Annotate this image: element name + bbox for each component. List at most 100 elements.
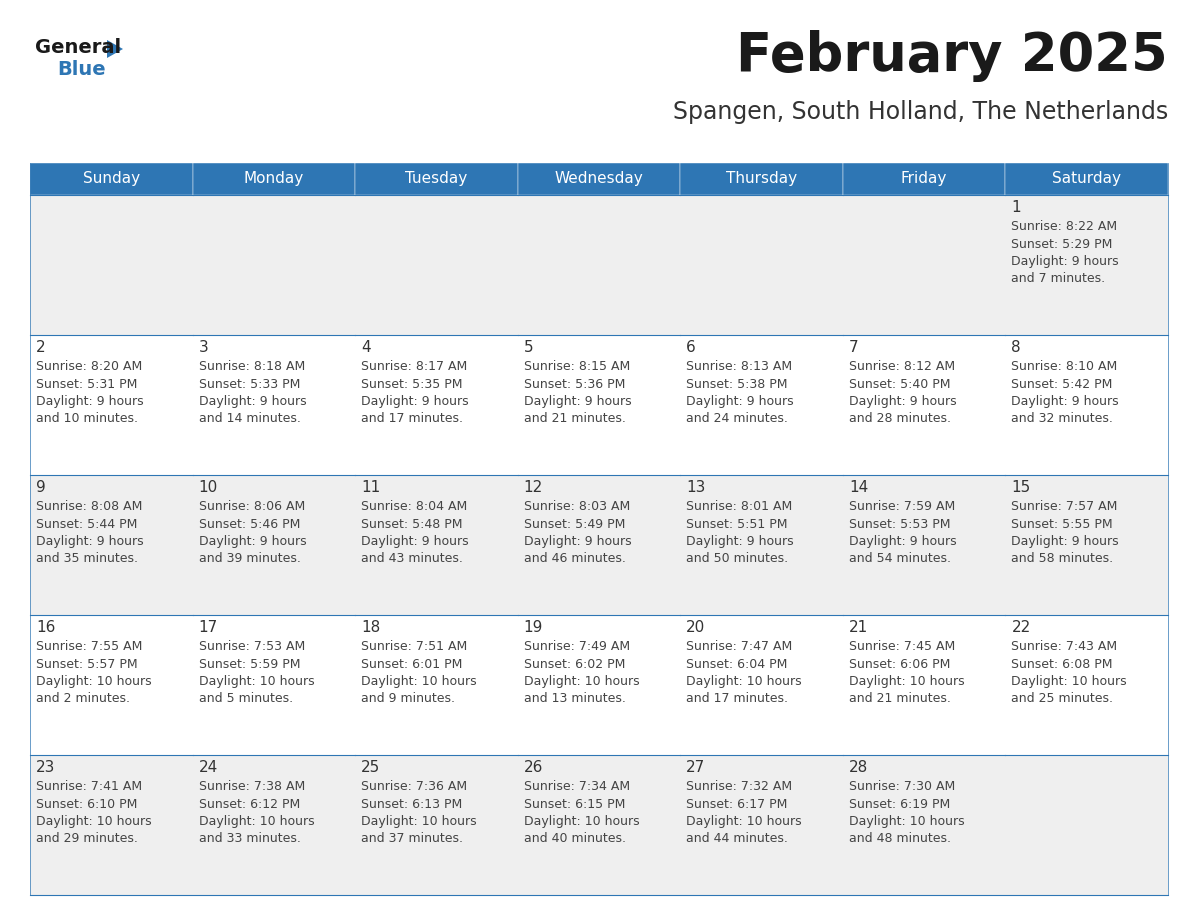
Bar [30, 615, 192, 755]
Text: 23: 23 [36, 760, 56, 775]
Text: Sunrise: 7:34 AM
Sunset: 6:15 PM
Daylight: 10 hours
and 40 minutes.: Sunrise: 7:34 AM Sunset: 6:15 PM Dayligh… [524, 780, 639, 845]
Text: 7: 7 [849, 340, 859, 355]
Text: Sunrise: 8:18 AM
Sunset: 5:33 PM
Daylight: 9 hours
and 14 minutes.: Sunrise: 8:18 AM Sunset: 5:33 PM Dayligh… [198, 360, 307, 426]
Bar [192, 475, 355, 615]
Bar [1005, 475, 1168, 615]
Bar [1005, 195, 1168, 335]
Text: Sunrise: 7:30 AM
Sunset: 6:19 PM
Daylight: 10 hours
and 48 minutes.: Sunrise: 7:30 AM Sunset: 6:19 PM Dayligh… [849, 780, 965, 845]
Text: 6: 6 [687, 340, 696, 355]
Text: Sunrise: 7:53 AM
Sunset: 5:59 PM
Daylight: 10 hours
and 5 minutes.: Sunrise: 7:53 AM Sunset: 5:59 PM Dayligh… [198, 640, 314, 706]
Text: Sunrise: 7:57 AM
Sunset: 5:55 PM
Daylight: 9 hours
and 58 minutes.: Sunrise: 7:57 AM Sunset: 5:55 PM Dayligh… [1011, 500, 1119, 565]
Bar [30, 755, 192, 895]
Text: Monday: Monday [244, 172, 304, 186]
Text: Sunrise: 8:22 AM
Sunset: 5:29 PM
Daylight: 9 hours
and 7 minutes.: Sunrise: 8:22 AM Sunset: 5:29 PM Dayligh… [1011, 220, 1119, 285]
Text: 2: 2 [36, 340, 45, 355]
Text: Friday: Friday [901, 172, 947, 186]
Text: 4: 4 [361, 340, 371, 355]
Text: Sunrise: 8:04 AM
Sunset: 5:48 PM
Daylight: 9 hours
and 43 minutes.: Sunrise: 8:04 AM Sunset: 5:48 PM Dayligh… [361, 500, 469, 565]
Bar [842, 475, 1005, 615]
Text: 24: 24 [198, 760, 217, 775]
Text: 8: 8 [1011, 340, 1020, 355]
Text: 1: 1 [1011, 200, 1020, 215]
Text: Sunrise: 7:41 AM
Sunset: 6:10 PM
Daylight: 10 hours
and 29 minutes.: Sunrise: 7:41 AM Sunset: 6:10 PM Dayligh… [36, 780, 152, 845]
Text: 28: 28 [849, 760, 868, 775]
Bar [1005, 755, 1168, 895]
Bar [1005, 335, 1168, 475]
Bar [355, 163, 518, 195]
Bar [30, 335, 192, 475]
Bar [355, 755, 518, 895]
Text: Sunrise: 8:03 AM
Sunset: 5:49 PM
Daylight: 9 hours
and 46 minutes.: Sunrise: 8:03 AM Sunset: 5:49 PM Dayligh… [524, 500, 631, 565]
Text: 11: 11 [361, 480, 380, 495]
Bar [518, 475, 681, 615]
Polygon shape [107, 40, 124, 58]
Bar [681, 475, 842, 615]
Text: Sunrise: 8:20 AM
Sunset: 5:31 PM
Daylight: 9 hours
and 10 minutes.: Sunrise: 8:20 AM Sunset: 5:31 PM Dayligh… [36, 360, 144, 426]
Text: Sunrise: 7:47 AM
Sunset: 6:04 PM
Daylight: 10 hours
and 17 minutes.: Sunrise: 7:47 AM Sunset: 6:04 PM Dayligh… [687, 640, 802, 706]
Text: Sunrise: 8:17 AM
Sunset: 5:35 PM
Daylight: 9 hours
and 17 minutes.: Sunrise: 8:17 AM Sunset: 5:35 PM Dayligh… [361, 360, 469, 426]
Text: Wednesday: Wednesday [555, 172, 644, 186]
Bar [518, 755, 681, 895]
Text: Spangen, South Holland, The Netherlands: Spangen, South Holland, The Netherlands [672, 100, 1168, 124]
Text: Sunrise: 7:51 AM
Sunset: 6:01 PM
Daylight: 10 hours
and 9 minutes.: Sunrise: 7:51 AM Sunset: 6:01 PM Dayligh… [361, 640, 476, 706]
Bar [842, 163, 1005, 195]
Text: 9: 9 [36, 480, 46, 495]
Bar [842, 195, 1005, 335]
Bar [518, 615, 681, 755]
Text: 13: 13 [687, 480, 706, 495]
Bar [1005, 163, 1168, 195]
Text: 26: 26 [524, 760, 543, 775]
Bar [681, 163, 842, 195]
Bar [518, 335, 681, 475]
Text: 21: 21 [849, 620, 868, 635]
Bar [355, 335, 518, 475]
Text: Sunrise: 8:01 AM
Sunset: 5:51 PM
Daylight: 9 hours
and 50 minutes.: Sunrise: 8:01 AM Sunset: 5:51 PM Dayligh… [687, 500, 794, 565]
Bar [192, 755, 355, 895]
Bar [192, 335, 355, 475]
Text: February 2025: February 2025 [737, 30, 1168, 82]
Text: Sunrise: 7:32 AM
Sunset: 6:17 PM
Daylight: 10 hours
and 44 minutes.: Sunrise: 7:32 AM Sunset: 6:17 PM Dayligh… [687, 780, 802, 845]
Text: Sunrise: 8:12 AM
Sunset: 5:40 PM
Daylight: 9 hours
and 28 minutes.: Sunrise: 8:12 AM Sunset: 5:40 PM Dayligh… [849, 360, 956, 426]
Text: Thursday: Thursday [726, 172, 797, 186]
Bar [842, 615, 1005, 755]
Text: Sunrise: 8:10 AM
Sunset: 5:42 PM
Daylight: 9 hours
and 32 minutes.: Sunrise: 8:10 AM Sunset: 5:42 PM Dayligh… [1011, 360, 1119, 426]
Bar [842, 755, 1005, 895]
Text: 27: 27 [687, 760, 706, 775]
Text: Tuesday: Tuesday [405, 172, 468, 186]
Bar [1005, 615, 1168, 755]
Bar [192, 163, 355, 195]
Text: 20: 20 [687, 620, 706, 635]
Text: Sunrise: 8:15 AM
Sunset: 5:36 PM
Daylight: 9 hours
and 21 minutes.: Sunrise: 8:15 AM Sunset: 5:36 PM Dayligh… [524, 360, 631, 426]
Text: 15: 15 [1011, 480, 1031, 495]
Text: Sunrise: 7:55 AM
Sunset: 5:57 PM
Daylight: 10 hours
and 2 minutes.: Sunrise: 7:55 AM Sunset: 5:57 PM Dayligh… [36, 640, 152, 706]
Text: Blue: Blue [57, 60, 106, 79]
Text: 14: 14 [849, 480, 868, 495]
Bar [681, 195, 842, 335]
Bar [681, 755, 842, 895]
Bar [842, 335, 1005, 475]
Bar [518, 163, 681, 195]
Bar [192, 615, 355, 755]
Bar [30, 195, 192, 335]
Text: 10: 10 [198, 480, 217, 495]
Text: 5: 5 [524, 340, 533, 355]
Text: Sunday: Sunday [83, 172, 140, 186]
Text: Sunrise: 8:08 AM
Sunset: 5:44 PM
Daylight: 9 hours
and 35 minutes.: Sunrise: 8:08 AM Sunset: 5:44 PM Dayligh… [36, 500, 144, 565]
Bar [355, 475, 518, 615]
Text: 22: 22 [1011, 620, 1031, 635]
Text: Sunrise: 7:59 AM
Sunset: 5:53 PM
Daylight: 9 hours
and 54 minutes.: Sunrise: 7:59 AM Sunset: 5:53 PM Dayligh… [849, 500, 956, 565]
Text: 16: 16 [36, 620, 56, 635]
Text: 18: 18 [361, 620, 380, 635]
Text: Sunrise: 7:36 AM
Sunset: 6:13 PM
Daylight: 10 hours
and 37 minutes.: Sunrise: 7:36 AM Sunset: 6:13 PM Dayligh… [361, 780, 476, 845]
Text: Sunrise: 7:45 AM
Sunset: 6:06 PM
Daylight: 10 hours
and 21 minutes.: Sunrise: 7:45 AM Sunset: 6:06 PM Dayligh… [849, 640, 965, 706]
Text: Sunrise: 7:49 AM
Sunset: 6:02 PM
Daylight: 10 hours
and 13 minutes.: Sunrise: 7:49 AM Sunset: 6:02 PM Dayligh… [524, 640, 639, 706]
Bar [30, 163, 192, 195]
Text: Sunrise: 7:38 AM
Sunset: 6:12 PM
Daylight: 10 hours
and 33 minutes.: Sunrise: 7:38 AM Sunset: 6:12 PM Dayligh… [198, 780, 314, 845]
Text: Saturday: Saturday [1053, 172, 1121, 186]
Text: 25: 25 [361, 760, 380, 775]
Text: Sunrise: 7:43 AM
Sunset: 6:08 PM
Daylight: 10 hours
and 25 minutes.: Sunrise: 7:43 AM Sunset: 6:08 PM Dayligh… [1011, 640, 1127, 706]
Bar [518, 195, 681, 335]
Text: General: General [34, 38, 121, 57]
Text: 12: 12 [524, 480, 543, 495]
Bar [681, 615, 842, 755]
